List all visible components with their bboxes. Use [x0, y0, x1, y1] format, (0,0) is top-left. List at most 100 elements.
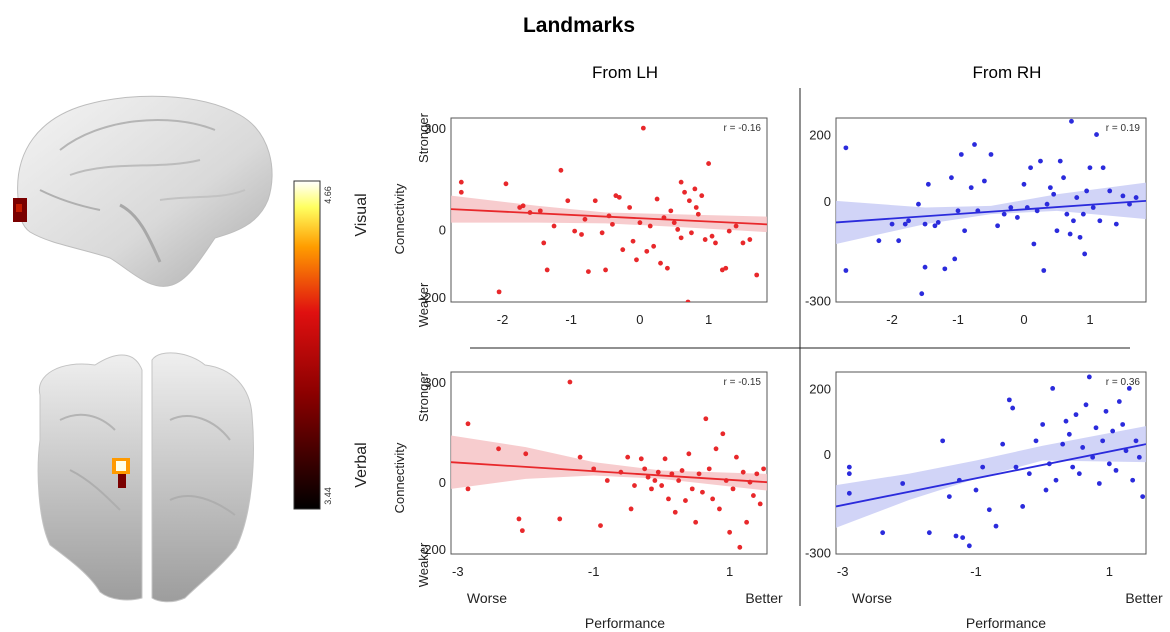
- label-connectivity-bottom: Connectivity: [392, 442, 407, 513]
- x-tick-label-3: 1: [1086, 312, 1093, 327]
- label-worse-rh: Worse: [852, 590, 892, 606]
- x-tick-label-0: -3: [452, 564, 464, 579]
- data-point-32: [693, 519, 699, 525]
- data-point-6: [906, 218, 911, 224]
- data-point-9: [922, 264, 928, 270]
- data-point-14: [579, 232, 584, 237]
- y-tick-label-0: 200: [809, 128, 831, 143]
- label-weaker-bottom: Weaker: [416, 542, 431, 587]
- data-point-52: [1090, 205, 1096, 210]
- data-point-25: [995, 223, 1000, 229]
- data-point-39: [1054, 228, 1060, 234]
- x-tick-label-2: 1: [1106, 564, 1113, 579]
- data-point-2: [496, 446, 501, 452]
- data-point-17: [592, 198, 598, 204]
- data-point-42: [727, 529, 733, 535]
- data-point-47: [744, 519, 750, 525]
- data-point-6: [940, 438, 946, 444]
- data-point-39: [675, 227, 681, 232]
- data-point-23: [982, 178, 987, 184]
- data-point-49: [1130, 477, 1136, 483]
- data-point-5: [523, 451, 529, 457]
- data-point-22: [1033, 438, 1039, 444]
- data-point-1: [846, 464, 852, 470]
- data-point-52: [761, 466, 767, 472]
- data-point-57: [1113, 221, 1119, 227]
- data-point-53: [1094, 132, 1099, 137]
- data-point-9: [591, 466, 597, 472]
- data-point-34: [658, 260, 663, 266]
- data-point-23: [1040, 422, 1046, 427]
- data-point-32: [1073, 412, 1079, 418]
- data-point-37: [668, 208, 674, 214]
- r-label: r = 0.19: [1106, 123, 1141, 134]
- column-header-rh: From RH: [973, 63, 1042, 82]
- data-point-60: [754, 272, 760, 278]
- data-point-26: [1050, 385, 1056, 391]
- x-tick-label-2: 1: [726, 564, 733, 579]
- data-point-24: [1043, 487, 1049, 493]
- data-point-19: [962, 228, 968, 234]
- r-label: r = -0.15: [723, 377, 761, 388]
- data-point-46: [1120, 422, 1126, 427]
- label-performance-rh: Performance: [966, 615, 1046, 631]
- data-point-45: [1071, 218, 1076, 224]
- confidence-band: [836, 182, 1146, 244]
- data-point-2: [876, 238, 882, 244]
- data-point-1: [843, 268, 849, 273]
- data-point-44: [734, 454, 739, 460]
- data-point-7: [567, 379, 573, 385]
- data-point-11: [558, 167, 564, 173]
- colorbar-max-label: 4.66: [323, 186, 333, 204]
- brain-posterior-view: [37, 352, 254, 603]
- x-tick-label-3: 1: [705, 312, 712, 327]
- y-tick-label-2: -200: [420, 290, 446, 305]
- data-point-18: [1010, 405, 1016, 411]
- data-point-31: [647, 223, 653, 229]
- data-point-12: [932, 223, 938, 229]
- data-point-5: [520, 203, 526, 209]
- x-tick-label-1: -1: [952, 312, 964, 327]
- data-point-49: [1082, 251, 1088, 257]
- data-point-3: [516, 516, 522, 522]
- data-point-29: [1021, 181, 1027, 187]
- data-point-14: [986, 507, 992, 513]
- data-point-34: [1038, 158, 1043, 164]
- data-point-18: [645, 474, 651, 480]
- data-point-23: [616, 194, 622, 200]
- regression-line: [836, 443, 1146, 508]
- data-point-56: [1107, 188, 1113, 194]
- data-point-9: [544, 267, 550, 273]
- data-point-33: [1076, 471, 1082, 477]
- data-point-24: [620, 247, 626, 253]
- data-point-38: [1051, 191, 1057, 197]
- data-point-1: [458, 189, 464, 195]
- data-point-28: [1060, 441, 1066, 447]
- data-point-43: [730, 486, 736, 492]
- data-point-45: [689, 230, 694, 236]
- data-point-31: [1070, 464, 1076, 470]
- colorbar-label-visual: Visual: [353, 193, 370, 236]
- x-tick-label-0: -2: [497, 312, 509, 327]
- data-point-17: [955, 208, 961, 214]
- data-point-49: [699, 193, 705, 199]
- data-point-43: [1067, 231, 1073, 237]
- data-point-3: [889, 221, 895, 227]
- data-point-26: [672, 509, 678, 515]
- x-tick-label-1: -1: [588, 564, 600, 579]
- label-better-rh: Better: [1125, 590, 1163, 606]
- data-point-28: [1014, 215, 1020, 220]
- data-point-5: [902, 221, 908, 227]
- data-point-7: [916, 201, 921, 207]
- data-point-60: [1133, 195, 1139, 200]
- data-point-30: [686, 451, 692, 457]
- data-point-20: [1020, 504, 1026, 509]
- data-point-39: [1096, 481, 1102, 486]
- regression-line: [836, 199, 1146, 224]
- data-point-27: [634, 257, 639, 263]
- data-point-25: [669, 471, 675, 477]
- data-point-13: [625, 454, 631, 460]
- data-point-55: [723, 265, 729, 271]
- data-point-8: [541, 240, 547, 246]
